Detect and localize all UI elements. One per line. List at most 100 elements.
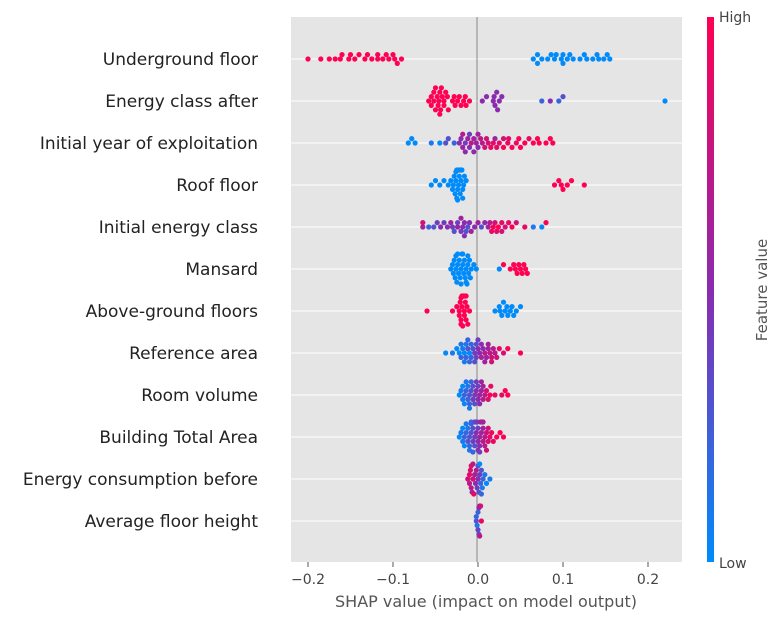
data-point [465,438,471,444]
data-point [485,140,491,146]
data-point [448,178,454,184]
data-point [530,56,536,62]
data-point [468,354,474,360]
data-point [472,434,478,440]
data-point [465,346,471,352]
data-point [522,140,528,146]
data-point [383,52,389,58]
data-point [490,140,496,146]
data-point [458,354,464,360]
data-point [480,383,486,389]
data-point [465,337,471,343]
data-point [346,56,352,62]
data-point [455,270,462,276]
data-point [475,144,481,150]
data-point [460,425,466,431]
data-point [495,224,501,230]
data-point [478,503,484,509]
data-point [496,266,502,272]
data-point [511,262,517,268]
data-point [431,89,437,95]
data-point [375,56,381,62]
data-point [475,396,481,402]
data-point [473,379,479,385]
data-point [500,144,507,150]
data-point [550,140,556,146]
data-point [494,354,500,360]
data-point [466,270,472,276]
data-point [551,56,558,62]
data-point [435,102,441,108]
data-point [581,182,587,188]
data-point [461,173,467,179]
colorbar-low-label: Low [719,556,747,572]
data-point [470,461,476,467]
data-point [499,228,505,234]
data-point [577,56,583,62]
data-point [489,354,495,360]
data-point [485,224,491,230]
data-point [505,392,511,398]
data-point [492,136,498,142]
data-point [500,262,507,268]
data-point [428,182,434,188]
data-point [460,144,466,150]
data-point [478,430,484,436]
data-point [558,56,564,62]
data-point [464,281,470,287]
data-point [462,299,468,305]
data-point [461,401,467,407]
data-point [436,98,442,104]
data-point [517,266,524,272]
data-point [472,359,478,365]
data-point [590,56,596,62]
data-point [548,52,554,58]
data-point [470,383,476,389]
data-point [477,449,483,455]
data-point [500,136,507,142]
data-point [458,102,464,108]
data-point [487,220,493,226]
data-point [468,430,474,436]
data-point [539,98,545,104]
data-point [466,443,473,449]
data-point [460,438,466,444]
data-point [326,56,332,62]
data-point [496,346,502,352]
data-point [369,56,375,62]
data-point [305,56,311,62]
data-point [443,89,449,95]
data-point [472,350,478,356]
data-point [455,186,461,192]
data-point [458,215,464,221]
data-point [362,56,368,62]
data-point [480,419,486,425]
data-point [456,308,462,314]
data-point [483,388,490,394]
data-point [452,275,458,281]
data-point [460,131,466,137]
data-point [480,346,486,352]
data-point [457,299,463,305]
data-point [472,392,478,398]
data-point [519,270,525,276]
data-point [458,228,464,234]
data-point [507,308,513,314]
data-point [472,480,479,486]
data-point [477,350,483,356]
data-point [454,346,460,352]
data-point [466,472,473,478]
data-point [449,98,456,104]
data-point [560,60,566,66]
data-point [480,425,486,431]
data-point [480,476,486,482]
data-point [483,480,490,486]
data-point [466,392,473,398]
data-point [485,425,491,431]
feature-label: Reference area [129,344,258,364]
data-point [478,491,484,497]
data-point [463,228,469,234]
data-point [470,396,476,402]
data-point [449,308,456,314]
data-point [482,144,488,150]
